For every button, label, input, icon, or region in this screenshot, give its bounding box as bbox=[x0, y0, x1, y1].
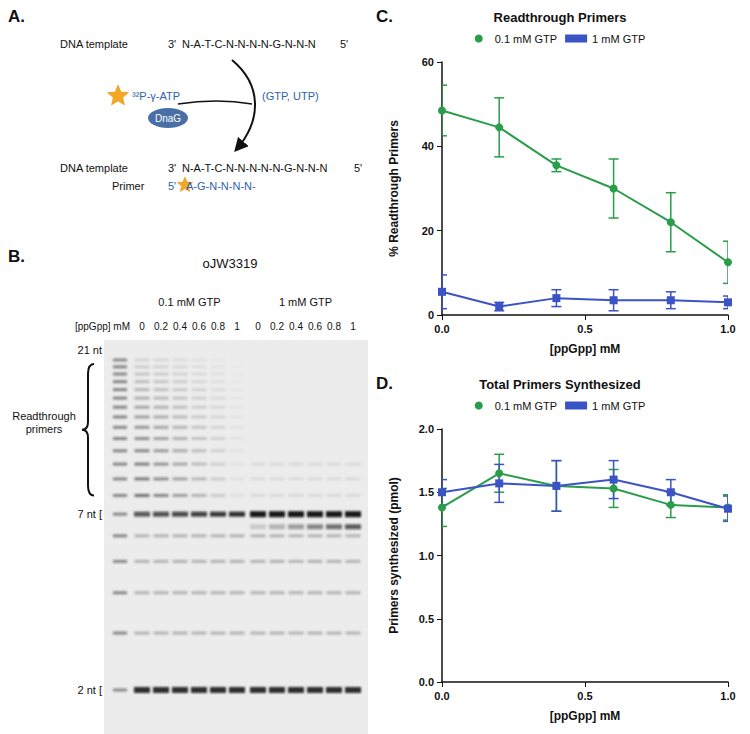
svg-text:60: 60 bbox=[422, 56, 434, 68]
svg-text:2.0: 2.0 bbox=[419, 423, 434, 435]
svg-text:primers: primers bbox=[26, 423, 63, 435]
svg-text:0.5: 0.5 bbox=[577, 323, 592, 335]
svg-text:[ppGpp] mM: [ppGpp] mM bbox=[75, 321, 130, 332]
svg-text:D.: D. bbox=[376, 374, 393, 393]
svg-text:3': 3' bbox=[168, 162, 176, 174]
svg-text:³²P-γ-ATP: ³²P-γ-ATP bbox=[132, 90, 180, 102]
svg-text:DnaG: DnaG bbox=[155, 113, 181, 124]
svg-text:1: 1 bbox=[234, 321, 240, 332]
svg-text:20: 20 bbox=[422, 225, 434, 237]
svg-text:0.0: 0.0 bbox=[419, 676, 434, 688]
svg-text:Readthrough: Readthrough bbox=[12, 410, 76, 422]
svg-text:0.0: 0.0 bbox=[434, 690, 449, 702]
svg-text:0.8: 0.8 bbox=[211, 321, 225, 332]
svg-text:oJW3319: oJW3319 bbox=[203, 256, 258, 271]
svg-text:0.5: 0.5 bbox=[419, 613, 434, 625]
svg-text:1: 1 bbox=[350, 321, 356, 332]
svg-text:0: 0 bbox=[428, 309, 434, 321]
svg-text:0.8: 0.8 bbox=[327, 321, 341, 332]
svg-text:5': 5' bbox=[354, 162, 362, 174]
svg-text:N-A-T-C-N-N-N-N-G-N-N-N: N-A-T-C-N-N-N-N-G-N-N-N bbox=[182, 38, 316, 50]
svg-text:21 nt: 21 nt bbox=[78, 344, 102, 356]
svg-text:B.: B. bbox=[8, 247, 25, 266]
svg-text:Primers synthesized (pmol): Primers synthesized (pmol) bbox=[387, 477, 401, 634]
svg-text:DNA template: DNA template bbox=[60, 38, 128, 50]
svg-text:0.5: 0.5 bbox=[577, 690, 592, 702]
svg-text:0.4: 0.4 bbox=[173, 321, 187, 332]
svg-text:1.0: 1.0 bbox=[720, 323, 735, 335]
svg-text:DNA template: DNA template bbox=[60, 162, 128, 174]
svg-text:1.0: 1.0 bbox=[419, 550, 434, 562]
svg-text:0.6: 0.6 bbox=[192, 321, 206, 332]
svg-text:0.1 mM GTP: 0.1 mM GTP bbox=[158, 296, 220, 308]
svg-text:1 mM GTP: 1 mM GTP bbox=[592, 33, 645, 45]
svg-text:(GTP, UTP): (GTP, UTP) bbox=[262, 90, 319, 102]
svg-text:0.0: 0.0 bbox=[434, 323, 449, 335]
svg-text:2 nt [: 2 nt [ bbox=[78, 684, 102, 696]
svg-text:[ppGpp] mM: [ppGpp] mM bbox=[550, 342, 621, 356]
svg-text:5': 5' bbox=[168, 180, 176, 192]
svg-text:0.1 mM GTP: 0.1 mM GTP bbox=[495, 33, 557, 45]
svg-text:5': 5' bbox=[340, 38, 348, 50]
svg-text:7 nt [: 7 nt [ bbox=[78, 508, 102, 520]
svg-text:A-G-N-N-N-N-: A-G-N-N-N-N- bbox=[186, 180, 256, 192]
svg-text:1.0: 1.0 bbox=[720, 690, 735, 702]
svg-text:Primer: Primer bbox=[112, 180, 145, 192]
svg-text:C.: C. bbox=[376, 7, 393, 26]
svg-text:1 mM GTP: 1 mM GTP bbox=[279, 296, 332, 308]
svg-text:0: 0 bbox=[255, 321, 261, 332]
svg-text:Total Primers Synthesized: Total Primers Synthesized bbox=[479, 377, 641, 392]
svg-text:0.2: 0.2 bbox=[154, 321, 168, 332]
svg-text:Readthrough Primers: Readthrough Primers bbox=[494, 10, 627, 25]
svg-text:0.1 mM GTP: 0.1 mM GTP bbox=[495, 400, 557, 412]
svg-text:N-A-T-C-N-N-N-N-N-G-N-N-N: N-A-T-C-N-N-N-N-N-G-N-N-N bbox=[182, 162, 327, 174]
svg-text:[ppGpp] mM: [ppGpp] mM bbox=[550, 709, 621, 723]
svg-text:40: 40 bbox=[422, 140, 434, 152]
svg-text:0.4: 0.4 bbox=[289, 321, 303, 332]
svg-text:0.2: 0.2 bbox=[270, 321, 284, 332]
svg-text:1.5: 1.5 bbox=[419, 486, 434, 498]
svg-text:0.6: 0.6 bbox=[308, 321, 322, 332]
svg-text:3': 3' bbox=[168, 38, 176, 50]
svg-text:% Readthrough Primers: % Readthrough Primers bbox=[387, 120, 401, 257]
svg-text:1 mM GTP: 1 mM GTP bbox=[592, 400, 645, 412]
svg-text:A.: A. bbox=[8, 7, 25, 26]
svg-text:0: 0 bbox=[139, 321, 145, 332]
